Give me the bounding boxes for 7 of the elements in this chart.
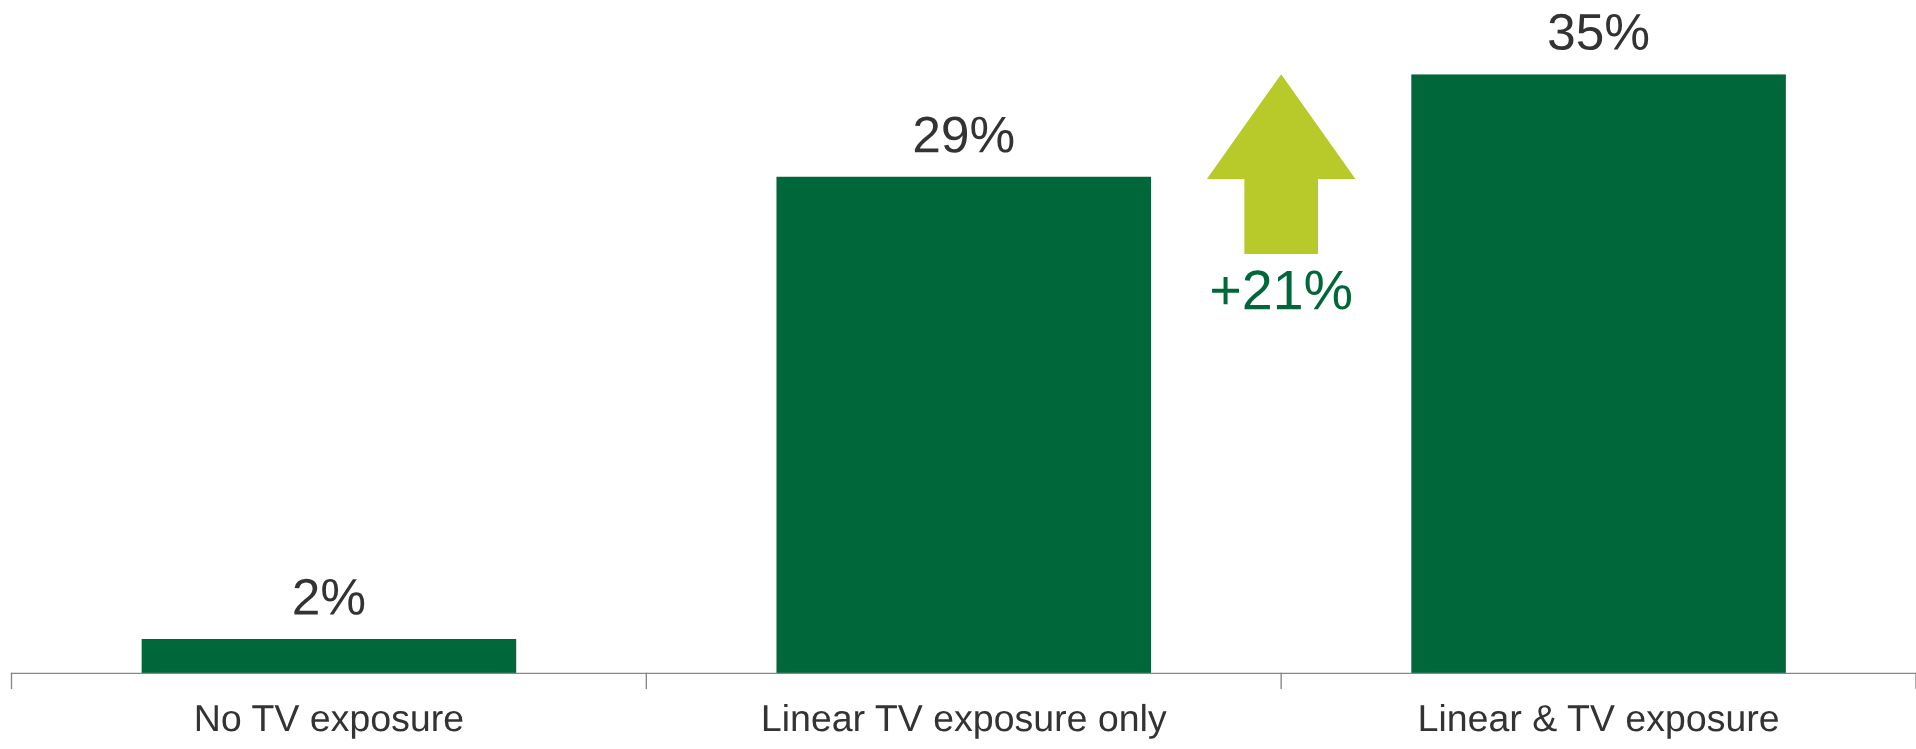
annotation: +21% (1212, 270, 1352, 310)
x-tick-label: Linear & TV exposure (1420, 703, 1778, 739)
data-label: 2% (294, 578, 365, 615)
x-tick-label: Linear TV exposure only (763, 703, 1167, 739)
x-tick-label: No TV exposure (196, 705, 463, 739)
data-label: 29% (914, 116, 1014, 153)
data-label: 35% (1549, 13, 1649, 51)
